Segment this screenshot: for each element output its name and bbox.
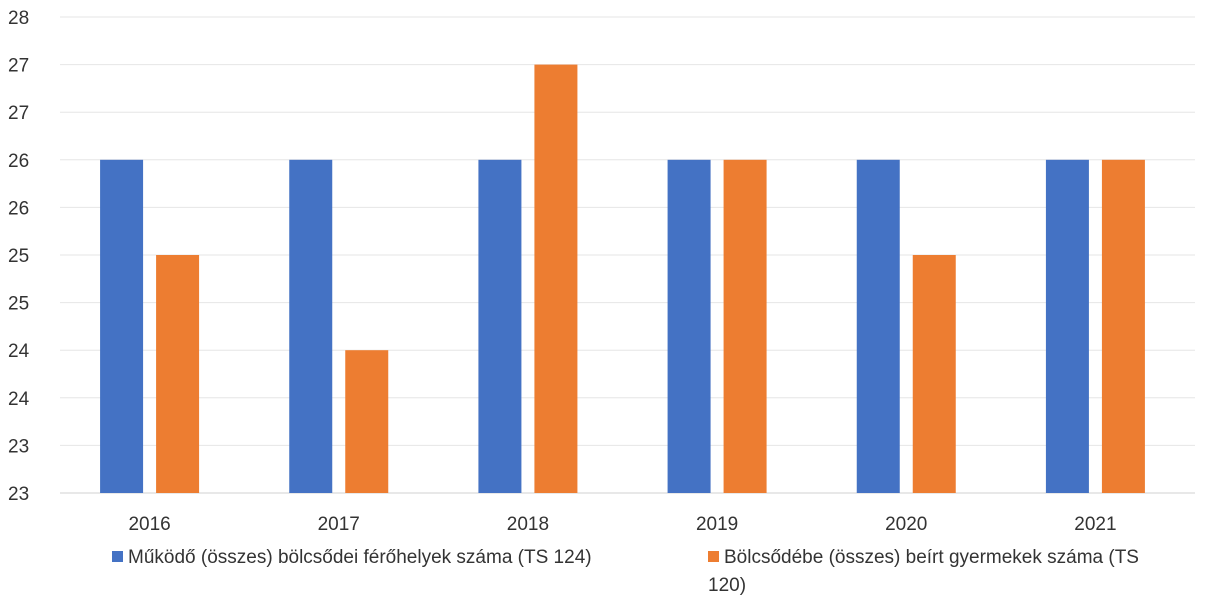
gridlines	[60, 16, 1195, 494]
x-tick-label: 2020	[885, 514, 927, 535]
bars	[100, 64, 1145, 494]
bar-series-1-2020	[856, 159, 900, 494]
y-tick-label: 25	[8, 294, 29, 315]
x-axis-ticks: 2016 2017 2018 2019 2020 2021	[128, 514, 1116, 535]
bar-series-2-2020	[912, 255, 956, 493]
legend-swatch-series-1	[112, 551, 123, 562]
y-tick-label: 27	[8, 103, 29, 124]
bar-series-2-2017	[345, 350, 389, 493]
y-tick-label: 27	[8, 56, 29, 77]
y-tick-label: 23	[8, 436, 29, 457]
y-tick-label: 25	[8, 246, 29, 267]
bar-series-2-2016	[156, 255, 200, 493]
x-tick-label: 2019	[696, 514, 738, 535]
legend-item-series-2: Bölcsődébe (összes) beírt gyermekek szám…	[708, 544, 1178, 600]
y-axis-ticks: 23 23 24 24 25 25 26 26 27 27 28	[8, 8, 30, 505]
bar-series-2-2021	[1101, 159, 1145, 494]
x-tick-label: 2018	[507, 514, 549, 535]
y-tick-label: 24	[8, 341, 30, 362]
bar-series-1-2016	[100, 159, 144, 494]
legend-label-series-2: Bölcsődébe (összes) beírt gyermekek szám…	[708, 547, 1139, 596]
x-tick-label: 2021	[1074, 514, 1116, 535]
legend-item-series-1: Működő (összes) bölcsődei férőhelyek szá…	[112, 544, 672, 572]
y-tick-label: 28	[8, 8, 29, 29]
legend-swatch-series-2	[708, 551, 719, 562]
bar-series-1-2017	[289, 159, 333, 494]
bar-series-2-2019	[723, 159, 767, 494]
y-tick-label: 24	[8, 389, 30, 410]
x-tick-label: 2016	[128, 514, 170, 535]
bar-series-1-2019	[667, 159, 711, 494]
y-tick-label: 26	[8, 198, 29, 219]
y-tick-label: 26	[8, 151, 29, 172]
bar-series-1-2018	[478, 159, 522, 494]
bar-series-1-2021	[1045, 159, 1089, 494]
x-tick-label: 2017	[318, 514, 360, 535]
bar-series-2-2018	[534, 64, 578, 493]
legend-label-series-1: Működő (összes) bölcsődei férőhelyek szá…	[128, 547, 592, 568]
y-tick-label: 23	[8, 484, 29, 505]
